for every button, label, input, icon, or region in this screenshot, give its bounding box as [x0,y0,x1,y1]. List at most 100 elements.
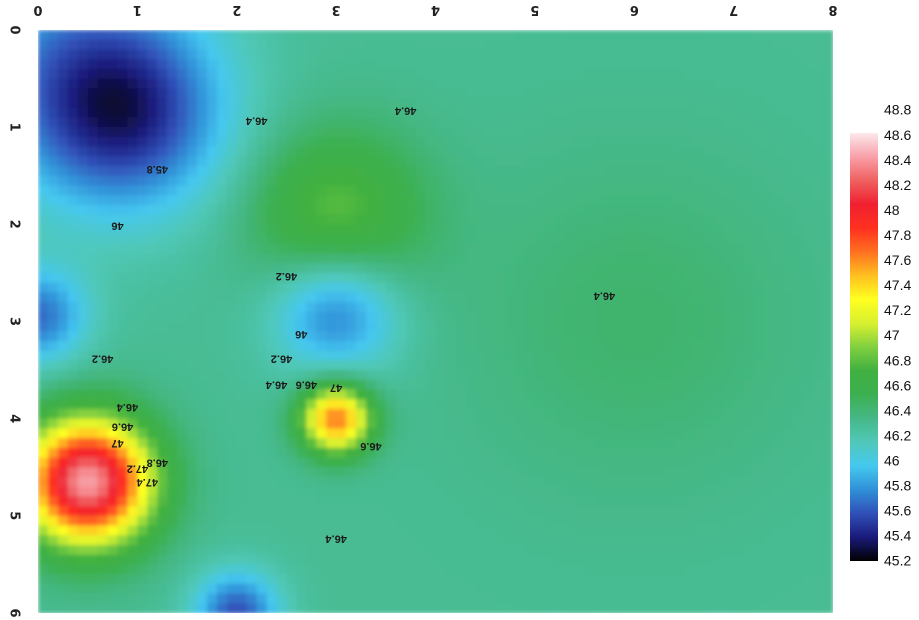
heat-cell [276,321,288,333]
heat-cell [703,457,715,469]
heat-cell [375,39,387,51]
heat-cell [524,243,536,255]
heat-cell [793,486,804,498]
heat-cell [415,321,427,333]
heat-cell [475,340,486,352]
heat-cell [674,127,685,138]
heat-cell [604,88,616,99]
heat-cell [524,311,536,323]
heat-cell [524,457,536,469]
heat-cell [445,30,457,41]
heat-cell [554,447,566,459]
heat-cell [87,311,99,323]
heat-cell [326,234,337,245]
heat-cell [296,370,308,381]
heat-cell [316,370,327,381]
heat-cell [415,302,427,313]
heat-cell [375,214,387,226]
heat-cell [47,30,59,41]
heat-cell [365,399,377,410]
heat-cell [127,78,139,90]
heat-cell [197,525,208,537]
heat-cell [634,302,645,313]
heat-cell [256,302,268,313]
heat-cell [813,156,824,167]
heat-cell [127,554,139,566]
heat-cell [654,282,665,294]
heat-cell [803,88,814,99]
heat-cell [793,476,804,488]
heat-cell [445,263,457,274]
heat-cell [395,370,407,381]
heat-cell [87,243,99,255]
heat-cell [564,272,576,284]
heat-cell [346,379,357,391]
heat-cell [793,243,804,255]
heat-cell [505,311,516,323]
heat-cell [177,360,188,371]
heat-cell [127,496,139,507]
heat-cell [634,544,645,556]
heat-cell [693,49,705,60]
heat-cell [67,311,79,323]
heat-cell [674,88,685,99]
heat-cell [743,467,755,478]
heat-cell [117,554,129,566]
heat-cell [306,340,318,352]
heat-cell [803,175,814,187]
heat-cell [47,59,59,70]
colorbar-ticks: 45.245.445.645.84646.246.446.646.84747.2… [884,102,911,569]
heat-cell [505,370,516,381]
heat-cell [524,302,536,313]
heat-cell [664,282,675,294]
heat-cell [137,321,149,333]
heat-cell [57,146,69,158]
heat-cell [823,583,833,595]
heat-cell [753,302,765,313]
heat-cell [683,593,695,605]
heat-cell [674,564,685,575]
heat-cell [773,564,785,575]
heat-cell [47,263,59,274]
heat-cell [365,603,377,613]
heat-cell [187,603,198,613]
heat-cell [276,379,288,391]
heat-cell [544,195,556,206]
heat-cell [206,389,218,401]
heat-cell [276,156,288,167]
heat-cell [674,185,685,196]
heat-cell [415,156,427,167]
heat-cell [87,331,99,342]
heat-cell [346,107,357,119]
heat-cell [773,263,785,274]
heat-cell [385,107,397,119]
heat-cell [336,564,347,575]
heat-cell [743,389,755,401]
heat-cell [654,311,665,323]
heat-cell [693,603,705,613]
heat-cell [216,447,228,459]
heat-cell [505,340,516,352]
heat-cell [385,321,397,333]
heat-cell [137,438,149,449]
heat-cell [614,486,626,498]
heat-cell [395,234,407,245]
heat-cell [356,399,367,410]
heat-cell [644,68,655,80]
heat-cell [326,525,337,537]
heat-cell [167,321,178,333]
heat-cell [624,302,636,313]
heat-cell [107,107,119,119]
heat-cell [465,185,477,196]
heat-cell [763,574,775,585]
heat-cell [67,204,79,216]
heat-cell [505,282,516,294]
heat-cell [564,195,576,206]
heat-cell [107,175,119,187]
heat-cell [475,438,486,449]
heat-cell [594,39,606,51]
heat-cell [415,78,427,90]
heat-cell [77,467,89,478]
heat-cell [246,224,258,235]
heat-cell [147,68,159,80]
